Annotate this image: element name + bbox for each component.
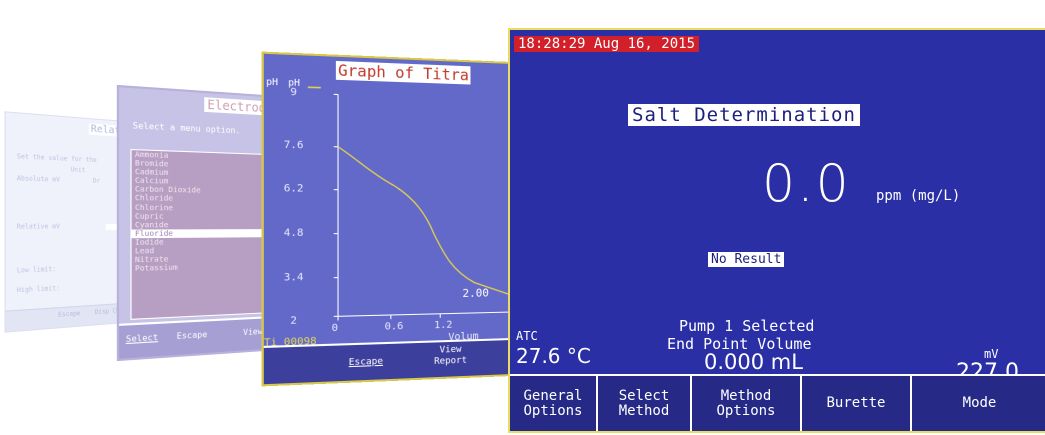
x-tick-label: 0 (332, 323, 338, 335)
y-tick-label: 9 (290, 87, 297, 99)
y-tick-label: 7.6 (284, 139, 304, 151)
end-point-value: 0.000 mL (704, 350, 803, 374)
general-options-button[interactable]: General Options (510, 376, 598, 431)
timestamp: 18:28:29 Aug 16, 2015 (514, 36, 699, 52)
method-title: Salt Determination (628, 104, 860, 126)
y-tick-label: 2 (290, 315, 297, 327)
temperature-readout: 27.6 °C (516, 344, 591, 368)
escape-button[interactable]: Escape (58, 310, 80, 319)
field-value: Dr (93, 177, 100, 184)
x-tick-label: 0.6 (385, 321, 404, 333)
escape-button[interactable]: Escape (349, 357, 383, 369)
field-label: Set the value for the (17, 153, 97, 164)
softkey-bar: General Options Select Method Method Opt… (510, 374, 1045, 431)
y-tick-label: 4.8 (284, 227, 304, 239)
endpoint-annotation: 2.00 (462, 286, 488, 300)
mode-button[interactable]: Mode (912, 376, 1045, 431)
select-button[interactable]: Select (126, 333, 158, 345)
result-status: No Result (708, 252, 784, 267)
x-tick-label: 1.2 (434, 320, 452, 332)
result-unit: ppm (mg/L) (876, 188, 960, 204)
field-label: Low limit: (17, 266, 56, 275)
atc-label: ATC (516, 329, 538, 343)
view-button[interactable]: View (243, 327, 262, 337)
field-label: High limit: (17, 285, 60, 295)
softkey-bar: Escape View Report (264, 338, 510, 384)
escape-button[interactable]: Escape (177, 330, 208, 341)
field-label: Relative mV (17, 223, 60, 231)
field-label: Absolute mV (17, 175, 60, 184)
ph-curve (338, 147, 512, 300)
method-options-button[interactable]: Method Options (692, 376, 802, 431)
y-tick-label: 6.2 (284, 183, 304, 195)
pump-status: Pump 1 Selected (679, 317, 814, 335)
y-axis-label: pH (266, 77, 278, 88)
burette-button[interactable]: Burette (802, 376, 912, 431)
screen-title: Electrod (204, 97, 268, 115)
field-label: Unit (71, 166, 86, 174)
mv-label: mV (984, 347, 998, 361)
menu-prompt: Select a menu option. (133, 121, 241, 136)
view-report-button[interactable]: View Report (434, 344, 467, 368)
titration-graph-screen: Graph of Titra pH pH 9 7.6 6.2 4.8 3.4 2… (262, 52, 512, 387)
result-value: 0.0 (762, 154, 851, 214)
y-tick-label: 3.4 (284, 272, 304, 284)
main-measurement-screen: 18:28:29 Aug 16, 2015 Salt Determination… (508, 28, 1045, 433)
x-axis (338, 312, 512, 316)
select-method-button[interactable]: Select Method (598, 376, 692, 431)
